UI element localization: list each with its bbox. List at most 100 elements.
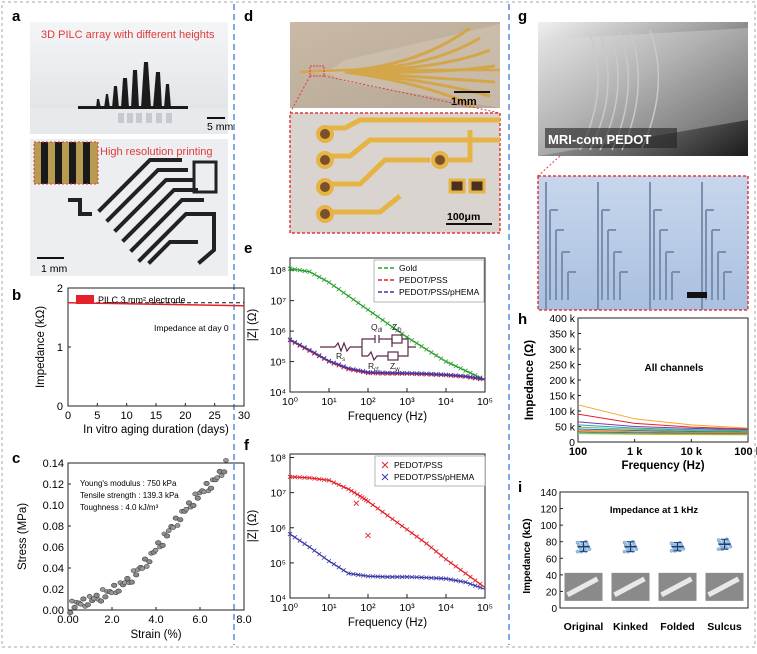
chart-c-point — [165, 528, 172, 534]
chart-e-marker — [458, 366, 463, 371]
chart-e-marker — [399, 370, 405, 376]
chart-f-marker — [341, 484, 346, 490]
chart-e-marker — [312, 350, 317, 355]
chart-f-xtick-label: 10⁵ — [477, 602, 493, 614]
panel-letter-a: a — [12, 8, 21, 25]
chart-e-marker — [409, 370, 415, 376]
chart-c-point — [223, 458, 229, 463]
photo-d-bottom: 100μm — [289, 112, 501, 234]
chart-b-xlabel: In vitro aging duration (days) — [83, 424, 229, 436]
chart-e-marker — [297, 342, 303, 348]
chart-f-xtick-label: 10³ — [399, 602, 415, 614]
chart-f-ytick-label: 10⁷ — [271, 488, 287, 500]
chart-c-ytick-label: 0.04 — [43, 563, 64, 575]
chart-f-marker — [419, 575, 424, 580]
chart-f-legend-marker — [381, 473, 389, 481]
chart-i-ytick-label: 120 — [540, 505, 557, 516]
chart-e-marker — [448, 372, 454, 378]
chart-e-axes-frame — [289, 257, 486, 393]
chart-e-marker — [370, 310, 376, 316]
chart-f-marker — [326, 558, 332, 564]
chart-f-marker — [448, 560, 454, 566]
chart-f-marker — [380, 574, 385, 580]
chart-e-xtick-label: 10⁵ — [477, 396, 493, 408]
chart-e-marker — [287, 266, 293, 271]
chart-f-marker — [307, 544, 312, 550]
photo-d-scale-bottom: 100μm — [447, 211, 480, 223]
circuit-label-zd: ZD — [392, 322, 402, 334]
photo-a-bottom: High resolution printing 1 mm — [30, 139, 228, 276]
chart-f-outlier — [365, 532, 371, 539]
photo-g-top: MRI-com PEDOT — [538, 22, 748, 156]
chart-e-legend-box — [373, 259, 485, 303]
chart-h-ytick-label: 250 k — [549, 360, 575, 372]
chart-i-point — [575, 549, 580, 554]
chart-f-marker — [399, 523, 405, 529]
chart-f-marker — [370, 574, 376, 579]
chart-f-marker — [404, 574, 410, 580]
chart-e-marker — [326, 280, 332, 285]
chart-h-xtick-label: 10 k — [681, 446, 703, 458]
chart-f-ytick-label: 10⁶ — [270, 523, 286, 535]
chart-e-marker — [355, 300, 361, 306]
panel-letter-e: e — [244, 240, 252, 257]
chart-i-point — [575, 540, 580, 545]
chart-h-annotation: All channels — [645, 363, 704, 374]
panel-letter-f: f — [244, 437, 250, 454]
chart-f-marker — [360, 573, 366, 578]
chart-f-marker — [331, 480, 337, 485]
chart-f-marker — [433, 575, 439, 581]
chart-h-ytick-label: 100 k — [549, 406, 575, 418]
chart-f-marker — [355, 572, 361, 578]
chart-b-xtick-label: 30 — [238, 410, 250, 422]
chart-f-marker — [429, 545, 434, 550]
chart-h-xtick-label: 1 k — [627, 446, 643, 458]
chart-f-marker — [352, 490, 357, 495]
chart-e-marker — [365, 369, 371, 375]
chart-e-xtick-label: 10⁴ — [438, 396, 454, 408]
chart-e-marker — [394, 328, 400, 333]
chart-f-marker — [433, 549, 439, 554]
chart-i-ytick-label: 100 — [540, 521, 557, 532]
chart-h-ytick-label: 0 — [569, 437, 575, 449]
chart-f-marker — [443, 576, 449, 581]
chart-c-point — [139, 566, 146, 571]
chart-b-xtick-label: 25 — [209, 410, 221, 422]
chart-c-ytick-label: 0.08 — [43, 521, 64, 533]
chart-h-ytick-label: 300 k — [549, 344, 575, 356]
chart-c-point — [207, 485, 215, 491]
chart-e-marker — [390, 324, 395, 330]
chart-f-marker — [394, 520, 400, 525]
chart-f-marker — [365, 573, 371, 579]
chart-f-marker — [419, 537, 424, 543]
chart-e-marker — [453, 363, 459, 369]
chart-e-ytick-label: 10⁶ — [270, 326, 286, 338]
chart-h: 100 1 k 10 k 100 k 0 50 k 100 k 150 k 200 k 250 k… — [524, 313, 757, 472]
panel-letter-i: i — [518, 479, 522, 496]
chart-e-marker — [336, 286, 342, 292]
chart-e-marker — [316, 274, 322, 280]
chart-f-marker — [375, 574, 381, 579]
chart-c-point — [133, 572, 140, 578]
chart-c-point — [128, 579, 135, 585]
chart-c-xtick-label: 8.0 — [236, 614, 251, 626]
chart-e-marker — [443, 372, 449, 377]
chart-c-point — [99, 587, 106, 592]
chart-b-xtick-label: 20 — [179, 410, 191, 422]
chart-e-marker — [355, 367, 361, 373]
chart-f-marker — [443, 557, 449, 562]
photo-d-top: 1mm — [289, 22, 501, 114]
chart-b-xtick-label: 10 — [121, 410, 133, 422]
chart-e-marker — [351, 366, 356, 372]
chart-e-xtick-label: 10⁰ — [282, 396, 299, 408]
chart-f-legend-label: PEDOT/PSS — [394, 460, 443, 470]
chart-f-marker — [468, 574, 473, 580]
chart-e-marker — [390, 370, 395, 376]
chart-f-marker — [346, 571, 351, 576]
chart-i-ytick-label: 60 — [546, 554, 558, 565]
chart-f-xtick-label: 10² — [360, 602, 376, 614]
chart-c-ytick-label-minor: 0.02 — [43, 584, 64, 596]
chart-e-marker — [287, 337, 293, 342]
chart-i-ytick-label: 140 — [540, 488, 557, 499]
chart-f-marker — [463, 579, 468, 585]
